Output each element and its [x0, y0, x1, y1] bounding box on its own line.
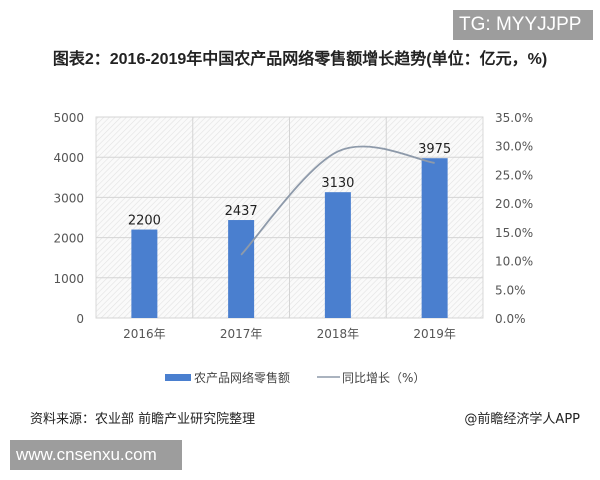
bar [131, 229, 158, 318]
left-axis: 0 1000 2000 3000 4000 5000 [53, 111, 84, 326]
legend-line-label: 同比增长（%） [342, 371, 425, 385]
x-axis: 2016年 2017年 2018年 2019年 [123, 327, 456, 341]
svg-text:3000: 3000 [53, 191, 84, 205]
svg-text:2019年: 2019年 [413, 327, 456, 341]
svg-text:35.0%: 35.0% [495, 111, 533, 125]
svg-text:2018年: 2018年 [317, 327, 360, 341]
watermark-bottom: www.cnsenxu.com [10, 440, 182, 470]
svg-text:5000: 5000 [53, 111, 84, 125]
svg-text:0.0%: 0.0% [495, 312, 526, 326]
chart-title: 图表2：2016-2019年中国农产品网络零售额增长趋势(单位：亿元，%) [52, 51, 548, 68]
svg-text:2200: 2200 [128, 214, 161, 229]
brand-note: @前瞻经济学人APP [464, 412, 580, 427]
bar [421, 158, 448, 318]
svg-text:5.0%: 5.0% [495, 283, 526, 297]
svg-text:10.0%: 10.0% [495, 255, 533, 269]
growth-line [240, 145, 435, 256]
bars: 2200 2437 3130 3975 [128, 142, 451, 318]
svg-text:15.0%: 15.0% [495, 226, 533, 240]
right-axis: 0.0% 5.0% 10.0% 15.0% 20.0% 25.0% 30.0% 35.0% [495, 111, 533, 326]
svg-text:1000: 1000 [53, 272, 84, 286]
svg-text:25.0%: 25.0% [495, 168, 533, 182]
svg-text:2000: 2000 [53, 232, 84, 246]
svg-text:20.0%: 20.0% [495, 197, 533, 211]
svg-text:2016年: 2016年 [123, 327, 166, 341]
svg-text:3975: 3975 [418, 142, 451, 157]
watermark-top: TG: MYYJJPP [453, 10, 593, 40]
svg-text:0: 0 [76, 312, 84, 326]
bar [324, 192, 351, 318]
source-note: 资料来源：农业部 前瞻产业研究院整理 [30, 412, 256, 427]
bar [228, 220, 255, 318]
legend: 农产品网络零售额 同比增长（%） [165, 370, 425, 385]
legend-bar-label: 农产品网络零售额 [194, 370, 290, 385]
svg-text:3130: 3130 [321, 176, 354, 191]
svg-text:2017年: 2017年 [220, 327, 263, 341]
gridlines [96, 116, 483, 319]
svg-text:4000: 4000 [53, 151, 84, 165]
svg-text:2437: 2437 [225, 204, 258, 219]
svg-text:30.0%: 30.0% [495, 140, 533, 154]
legend-bar-swatch [165, 374, 191, 381]
